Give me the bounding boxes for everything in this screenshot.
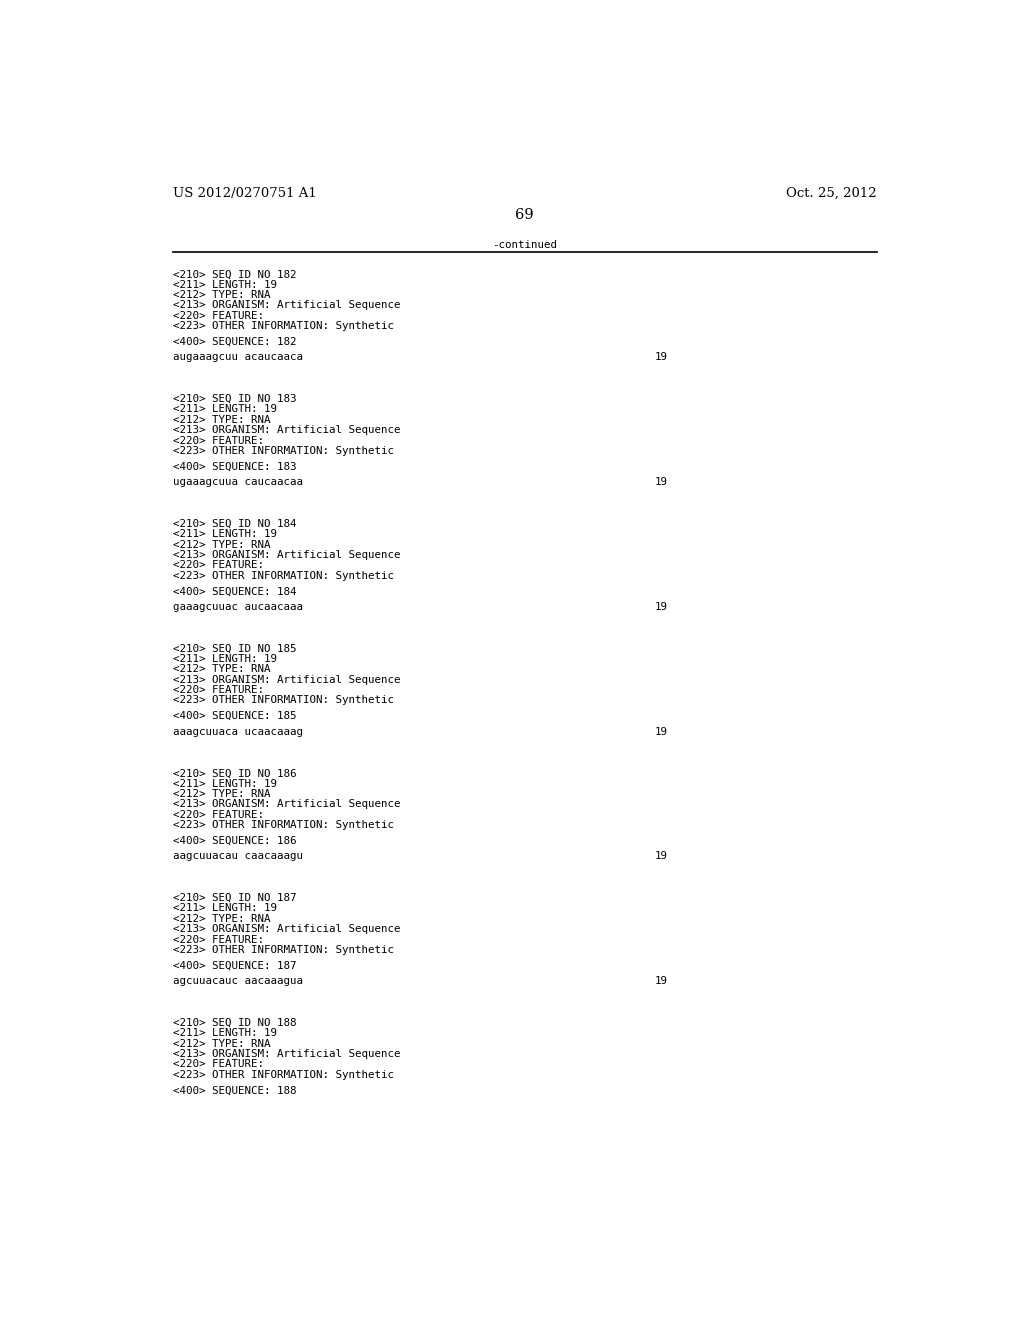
Text: <210> SEQ ID NO 187: <210> SEQ ID NO 187 (173, 892, 297, 903)
Text: <220> FEATURE:: <220> FEATURE: (173, 436, 264, 446)
Text: <211> LENGTH: 19: <211> LENGTH: 19 (173, 779, 276, 788)
Text: <212> TYPE: RNA: <212> TYPE: RNA (173, 789, 270, 799)
Text: <223> OTHER INFORMATION: Synthetic: <223> OTHER INFORMATION: Synthetic (173, 820, 394, 830)
Text: <211> LENGTH: 19: <211> LENGTH: 19 (173, 903, 276, 913)
Text: <212> TYPE: RNA: <212> TYPE: RNA (173, 1039, 270, 1048)
Text: 19: 19 (655, 851, 668, 862)
Text: <400> SEQUENCE: 185: <400> SEQUENCE: 185 (173, 711, 297, 721)
Text: 19: 19 (655, 602, 668, 612)
Text: 19: 19 (655, 352, 668, 363)
Text: <223> OTHER INFORMATION: Synthetic: <223> OTHER INFORMATION: Synthetic (173, 570, 394, 581)
Text: <220> FEATURE:: <220> FEATURE: (173, 561, 264, 570)
Text: <400> SEQUENCE: 186: <400> SEQUENCE: 186 (173, 836, 297, 846)
Text: <212> TYPE: RNA: <212> TYPE: RNA (173, 664, 270, 675)
Text: gaaagcuuac aucaacaaa: gaaagcuuac aucaacaaa (173, 602, 303, 612)
Text: <220> FEATURE:: <220> FEATURE: (173, 935, 264, 945)
Text: <223> OTHER INFORMATION: Synthetic: <223> OTHER INFORMATION: Synthetic (173, 696, 394, 705)
Text: <220> FEATURE:: <220> FEATURE: (173, 1059, 264, 1069)
Text: <223> OTHER INFORMATION: Synthetic: <223> OTHER INFORMATION: Synthetic (173, 446, 394, 455)
Text: <212> TYPE: RNA: <212> TYPE: RNA (173, 913, 270, 924)
Text: <213> ORGANISM: Artificial Sequence: <213> ORGANISM: Artificial Sequence (173, 924, 400, 935)
Text: <211> LENGTH: 19: <211> LENGTH: 19 (173, 404, 276, 414)
Text: 69: 69 (515, 207, 535, 222)
Text: <220> FEATURE:: <220> FEATURE: (173, 312, 264, 321)
Text: -continued: -continued (493, 240, 557, 249)
Text: 19: 19 (655, 977, 668, 986)
Text: <212> TYPE: RNA: <212> TYPE: RNA (173, 414, 270, 425)
Text: <213> ORGANISM: Artificial Sequence: <213> ORGANISM: Artificial Sequence (173, 425, 400, 436)
Text: <223> OTHER INFORMATION: Synthetic: <223> OTHER INFORMATION: Synthetic (173, 945, 394, 954)
Text: <210> SEQ ID NO 186: <210> SEQ ID NO 186 (173, 768, 297, 779)
Text: <213> ORGANISM: Artificial Sequence: <213> ORGANISM: Artificial Sequence (173, 301, 400, 310)
Text: <210> SEQ ID NO 182: <210> SEQ ID NO 182 (173, 269, 297, 280)
Text: <210> SEQ ID NO 184: <210> SEQ ID NO 184 (173, 519, 297, 529)
Text: <213> ORGANISM: Artificial Sequence: <213> ORGANISM: Artificial Sequence (173, 1049, 400, 1059)
Text: <212> TYPE: RNA: <212> TYPE: RNA (173, 540, 270, 549)
Text: <211> LENGTH: 19: <211> LENGTH: 19 (173, 280, 276, 289)
Text: <211> LENGTH: 19: <211> LENGTH: 19 (173, 653, 276, 664)
Text: <210> SEQ ID NO 183: <210> SEQ ID NO 183 (173, 395, 297, 404)
Text: <223> OTHER INFORMATION: Synthetic: <223> OTHER INFORMATION: Synthetic (173, 1069, 394, 1080)
Text: ugaaagcuua caucaacaa: ugaaagcuua caucaacaa (173, 478, 303, 487)
Text: aagcuuacau caacaaagu: aagcuuacau caacaaagu (173, 851, 303, 862)
Text: <400> SEQUENCE: 183: <400> SEQUENCE: 183 (173, 462, 297, 471)
Text: <213> ORGANISM: Artificial Sequence: <213> ORGANISM: Artificial Sequence (173, 800, 400, 809)
Text: agcuuacauc aacaaagua: agcuuacauc aacaaagua (173, 977, 303, 986)
Text: <400> SEQUENCE: 182: <400> SEQUENCE: 182 (173, 337, 297, 347)
Text: aaagcuuaca ucaacaaag: aaagcuuaca ucaacaaag (173, 726, 303, 737)
Text: US 2012/0270751 A1: US 2012/0270751 A1 (173, 187, 316, 199)
Text: <213> ORGANISM: Artificial Sequence: <213> ORGANISM: Artificial Sequence (173, 675, 400, 685)
Text: <213> ORGANISM: Artificial Sequence: <213> ORGANISM: Artificial Sequence (173, 550, 400, 560)
Text: <210> SEQ ID NO 185: <210> SEQ ID NO 185 (173, 644, 297, 653)
Text: 19: 19 (655, 478, 668, 487)
Text: <223> OTHER INFORMATION: Synthetic: <223> OTHER INFORMATION: Synthetic (173, 321, 394, 331)
Text: <220> FEATURE:: <220> FEATURE: (173, 685, 264, 696)
Text: Oct. 25, 2012: Oct. 25, 2012 (786, 187, 877, 199)
Text: <211> LENGTH: 19: <211> LENGTH: 19 (173, 529, 276, 539)
Text: <400> SEQUENCE: 187: <400> SEQUENCE: 187 (173, 961, 297, 970)
Text: <400> SEQUENCE: 188: <400> SEQUENCE: 188 (173, 1085, 297, 1096)
Text: <400> SEQUENCE: 184: <400> SEQUENCE: 184 (173, 586, 297, 597)
Text: <212> TYPE: RNA: <212> TYPE: RNA (173, 290, 270, 300)
Text: <210> SEQ ID NO 188: <210> SEQ ID NO 188 (173, 1018, 297, 1028)
Text: 19: 19 (655, 726, 668, 737)
Text: augaaagcuu acaucaaca: augaaagcuu acaucaaca (173, 352, 303, 363)
Text: <220> FEATURE:: <220> FEATURE: (173, 810, 264, 820)
Text: <211> LENGTH: 19: <211> LENGTH: 19 (173, 1028, 276, 1038)
